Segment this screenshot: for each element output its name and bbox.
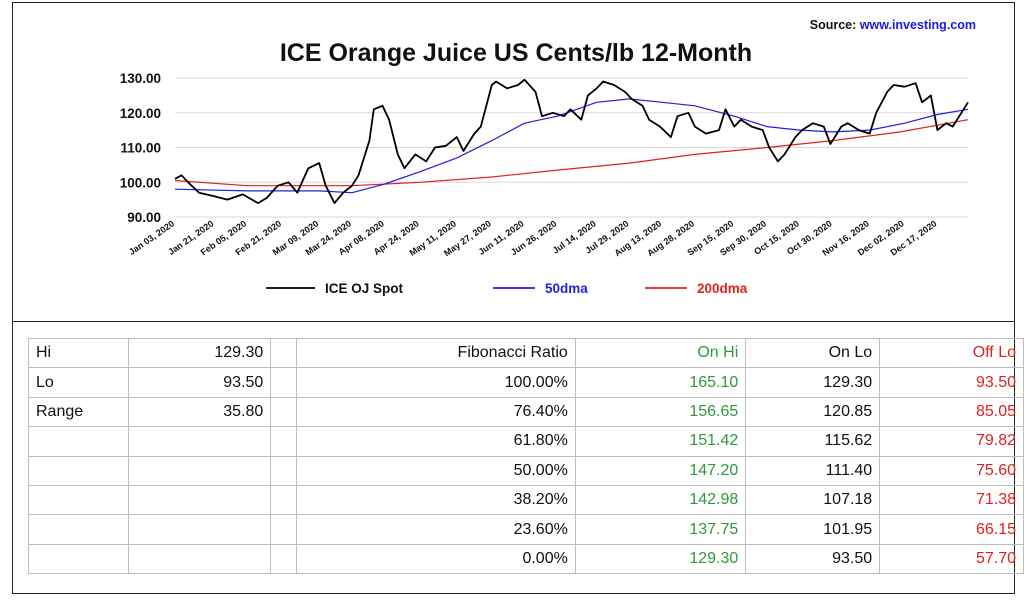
on-hi-cell: 142.98 [574,484,747,516]
fib-ratio-cell: 38.20% [296,484,576,516]
on-lo-cell: 93.50 [745,543,881,575]
series-line-50dma [174,98,969,194]
legend-label: ICE OJ Spot [325,281,404,296]
on-lo-cell: 111.40 [745,455,881,486]
spacer-cell-cell [270,337,298,369]
fib-ratio-cell: 0.00% [296,543,576,575]
off-lo-cell: 66.15 [879,514,1024,545]
off-lo-cell: Off Lo [879,337,1024,369]
table-header-row: Hi 129.30 Fibonacci Ratio On Hi On Lo Off Lo [27,337,1024,369]
on-hi-cell: 156.65 [574,396,747,428]
row-label-cell [27,543,130,575]
off-lo-cell: 85.05 [879,396,1024,428]
legend: ICE OJ Spot 50dma 200dma [266,281,748,296]
spacer-cell-cell [270,426,298,457]
y-tick-label: 90.00 [127,210,161,225]
off-lo-cell: 71.38 [879,484,1024,516]
row-value-cell [128,426,272,457]
spacer-cell-cell [270,396,298,428]
source-site: www.investing.com [859,18,976,32]
spacer-cell-cell [270,367,298,398]
fib-ratio-cell: 100.00% [296,367,576,398]
row-value-cell: 93.50 [128,367,272,398]
y-tick-label: 100.00 [120,175,161,190]
on-hi-cell: 151.42 [574,426,747,457]
on-hi-cell: 165.10 [574,367,747,398]
row-label-cell: Hi [27,337,130,369]
chart-table-divider [12,321,1015,322]
chart-title: ICE Orange Juice US Cents/lb 12-Month [280,39,752,67]
row-value-cell [128,514,272,545]
row-value-cell [128,484,272,516]
on-hi-cell: On Hi [574,337,747,369]
on-hi-cell: 129.30 [574,543,747,575]
row-value-cell: 129.30 [128,337,272,369]
table-row: 50.00% 147.20 111.40 75.60 [27,455,1024,486]
spacer-cell-cell [270,484,298,516]
source-credit: Source: www.investing.com [810,18,976,32]
legend-label: 50dma [545,281,588,296]
table-row: Lo 93.50 100.00% 165.10 129.30 93.50 [27,367,1024,398]
legend-label: 200dma [697,281,748,296]
series-lines [174,78,969,204]
table-row: 61.80% 151.42 115.62 79.82 [27,426,1024,457]
y-tick-label: 120.00 [120,106,161,121]
off-lo-cell: 79.82 [879,426,1024,457]
row-value-cell [128,455,272,486]
row-label-cell [27,426,130,457]
on-lo-cell: 129.30 [745,367,881,398]
table-row: 38.20% 142.98 107.18 71.38 [27,484,1024,516]
fib-ratio-cell: 61.80% [296,426,576,457]
on-lo-cell: 120.85 [745,396,881,428]
row-label-cell [27,484,130,516]
on-hi-cell: 137.75 [574,514,747,545]
on-hi-cell: 147.20 [574,455,747,486]
fibonacci-table: Hi 129.30 Fibonacci Ratio On Hi On Lo Off Lo L… [27,337,1024,575]
fib-ratio-cell: 50.00% [296,455,576,486]
off-lo-cell: 57.70 [879,543,1024,575]
row-value-cell [128,543,272,575]
y-tick-label: 130.00 [120,71,161,86]
y-axis-ticks: 90.00 100.00 110.00 120.00 130.00 [120,71,161,225]
series-line-ice-oj-spot [174,78,969,204]
off-lo-cell: 75.60 [879,455,1024,486]
y-tick-label: 110.00 [120,141,161,156]
on-lo-cell: 107.18 [745,484,881,516]
table-row: 0.00% 129.30 93.50 57.70 [27,543,1024,575]
gridlines [175,77,968,218]
on-lo-cell: On Lo [745,337,881,369]
source-label: Source: [810,18,860,32]
row-label-cell [27,514,130,545]
spacer-cell-cell [270,514,298,545]
table-row: Range 35.80 76.40% 156.65 120.85 85.05 [27,396,1024,428]
off-lo-cell: 93.50 [879,367,1024,398]
table-row: 23.60% 137.75 101.95 66.15 [27,514,1024,545]
spacer-cell-cell [270,455,298,486]
row-label-cell: Lo [27,367,130,398]
row-label-cell: Range [27,396,130,428]
fib-ratio-cell: Fibonacci Ratio [296,337,576,369]
on-lo-cell: 115.62 [745,426,881,457]
on-lo-cell: 101.95 [745,514,881,545]
row-label-cell [27,455,130,486]
series-line-200dma [174,119,969,187]
fib-ratio-cell: 23.60% [296,514,576,545]
price-chart: Source: www.investing.com ICE Orange Jui… [120,18,976,296]
spacer-cell-cell [270,543,298,575]
row-value-cell: 35.80 [128,396,272,428]
fib-ratio-cell: 76.40% [296,396,576,428]
